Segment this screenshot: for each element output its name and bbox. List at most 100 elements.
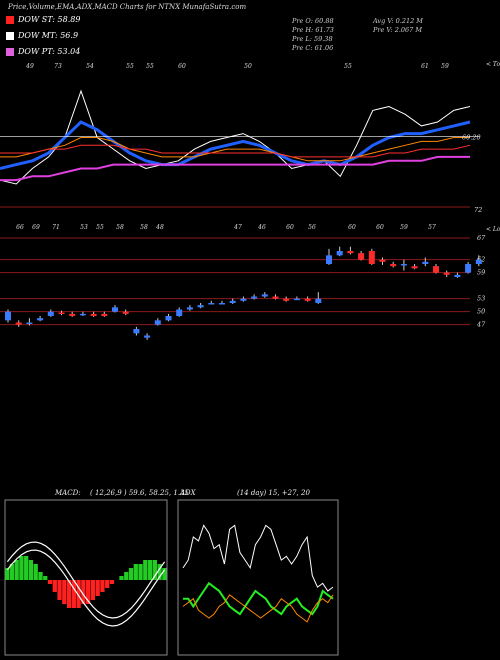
legend-swatch-pt <box>6 48 14 56</box>
candle-body <box>154 320 161 325</box>
lows-tick-label: 60 <box>348 224 356 231</box>
macd-hist-bar <box>24 556 29 580</box>
macd-header: MACD: <box>55 489 81 497</box>
candle-body <box>465 264 472 273</box>
stat-pre-close: Pre C: 61.06 <box>292 44 334 52</box>
candle-body <box>358 253 365 260</box>
macd-hist-bar <box>109 580 115 584</box>
macd-hist-bar <box>62 580 67 604</box>
candle-body <box>475 259 482 264</box>
candle-body <box>454 274 461 277</box>
candle-body <box>47 311 54 316</box>
macd-hist-bar <box>47 580 53 584</box>
legend-dow-pt: DOW PT: 53.04 <box>6 47 80 56</box>
adx-series-1 <box>183 581 334 616</box>
candle-body <box>229 300 236 303</box>
lows-tick-label: 46 <box>257 224 266 231</box>
candle-body <box>165 316 172 321</box>
legend-swatch-mt <box>6 32 14 40</box>
candle-body <box>112 307 118 312</box>
macd-hist-bar <box>19 556 24 580</box>
macd-hist-bar <box>152 560 157 580</box>
level-label: 47 <box>476 321 486 329</box>
ema-series-4 <box>0 155 470 182</box>
candle-body <box>79 313 86 316</box>
adx-series-0 <box>182 524 334 592</box>
macd-hist-bar <box>143 560 148 580</box>
macd-signal-line <box>6 549 166 627</box>
candle-body <box>144 335 151 338</box>
ema-series-2 <box>0 137 470 162</box>
candle-body <box>336 251 343 256</box>
lows-tick-label: 60 <box>376 224 384 231</box>
macd-hist-bar <box>133 564 138 580</box>
candle-body <box>347 251 354 254</box>
lows-tick-label: 48 <box>155 224 164 231</box>
candle-body <box>5 311 11 321</box>
adx-series-2 <box>182 594 334 623</box>
macd-hist-bar <box>90 580 96 600</box>
tops-tick-label: 61 <box>421 63 429 70</box>
lows-tick-label: 56 <box>308 224 316 231</box>
ema-series-0 <box>0 89 471 185</box>
legend-label-pt: DOW PT: 53.04 <box>18 47 81 56</box>
adx-panel-frame <box>177 499 339 656</box>
legend-dow-st: DOW ST: 58.89 <box>6 15 80 24</box>
level-label: 67 <box>477 234 486 242</box>
tops-tick-label: 59 <box>441 63 449 70</box>
candle-body <box>197 305 204 308</box>
candle-body <box>208 303 215 305</box>
macd-hist-bar <box>14 560 19 580</box>
lows-tick-label: 71 <box>52 224 60 231</box>
macd-hist-bar <box>100 580 105 592</box>
level-label: 50 <box>477 308 485 316</box>
price-label: 60.20 <box>462 134 481 142</box>
macd-hist-bar <box>124 572 129 580</box>
lows-tick-label: 69 <box>32 224 40 231</box>
level-label: 59 <box>477 269 485 277</box>
tops-tick-label: 73 <box>54 63 62 70</box>
macd-hist-bar <box>138 564 143 580</box>
tops-tick-label: 50 <box>244 63 252 70</box>
candle-body <box>219 303 225 305</box>
candle-body <box>26 322 33 324</box>
candle-body <box>293 298 300 301</box>
macd-hist-bar <box>119 576 124 580</box>
candle-body <box>133 329 140 334</box>
level-label: 53 <box>477 295 485 303</box>
macd-params: ( 12,26,9 ) 59.6, 58.25, 1.35 <box>90 489 189 497</box>
macd-hist-bar <box>66 580 72 608</box>
candle-body <box>261 294 268 297</box>
candle-body <box>37 318 44 321</box>
macd-hist-bar <box>105 580 110 588</box>
tops-tick-label: 55 <box>126 63 134 70</box>
candle-body <box>283 298 290 301</box>
tops-tick-label: 55 <box>146 63 154 70</box>
stat-pre-low: Pre L: 59.38 <box>292 35 333 43</box>
macd-hist-bar <box>5 568 10 580</box>
lows-tick-label: 66 <box>16 224 24 231</box>
macd-hist-bar <box>52 580 57 592</box>
candle-body <box>304 298 311 301</box>
candle-body <box>315 298 322 303</box>
macd-hist-bar <box>38 572 43 580</box>
legend-label-st: DOW ST: 58.89 <box>18 15 81 24</box>
lows-tick-label: 53 <box>80 224 88 231</box>
legend-label-mt: DOW MT: 56.9 <box>18 31 79 40</box>
candle-body <box>390 264 397 267</box>
macd-hist-bar <box>147 560 153 580</box>
candle-body <box>15 322 22 325</box>
ema-series-3 <box>0 144 471 158</box>
macd-hist-bar <box>57 580 62 600</box>
lows-tick-label: 58 <box>140 224 148 231</box>
lows-tick-label: 55 <box>96 224 104 231</box>
candle-body <box>272 296 279 299</box>
candle-body <box>379 259 386 262</box>
candle-body <box>411 266 418 269</box>
candle-body <box>240 298 247 301</box>
tops-tick-label: 55 <box>344 63 352 70</box>
macd-hist-bar <box>71 580 76 608</box>
legend-dow-mt: DOW MT: 56.9 <box>6 31 78 40</box>
macd-hist-bar <box>86 580 91 604</box>
